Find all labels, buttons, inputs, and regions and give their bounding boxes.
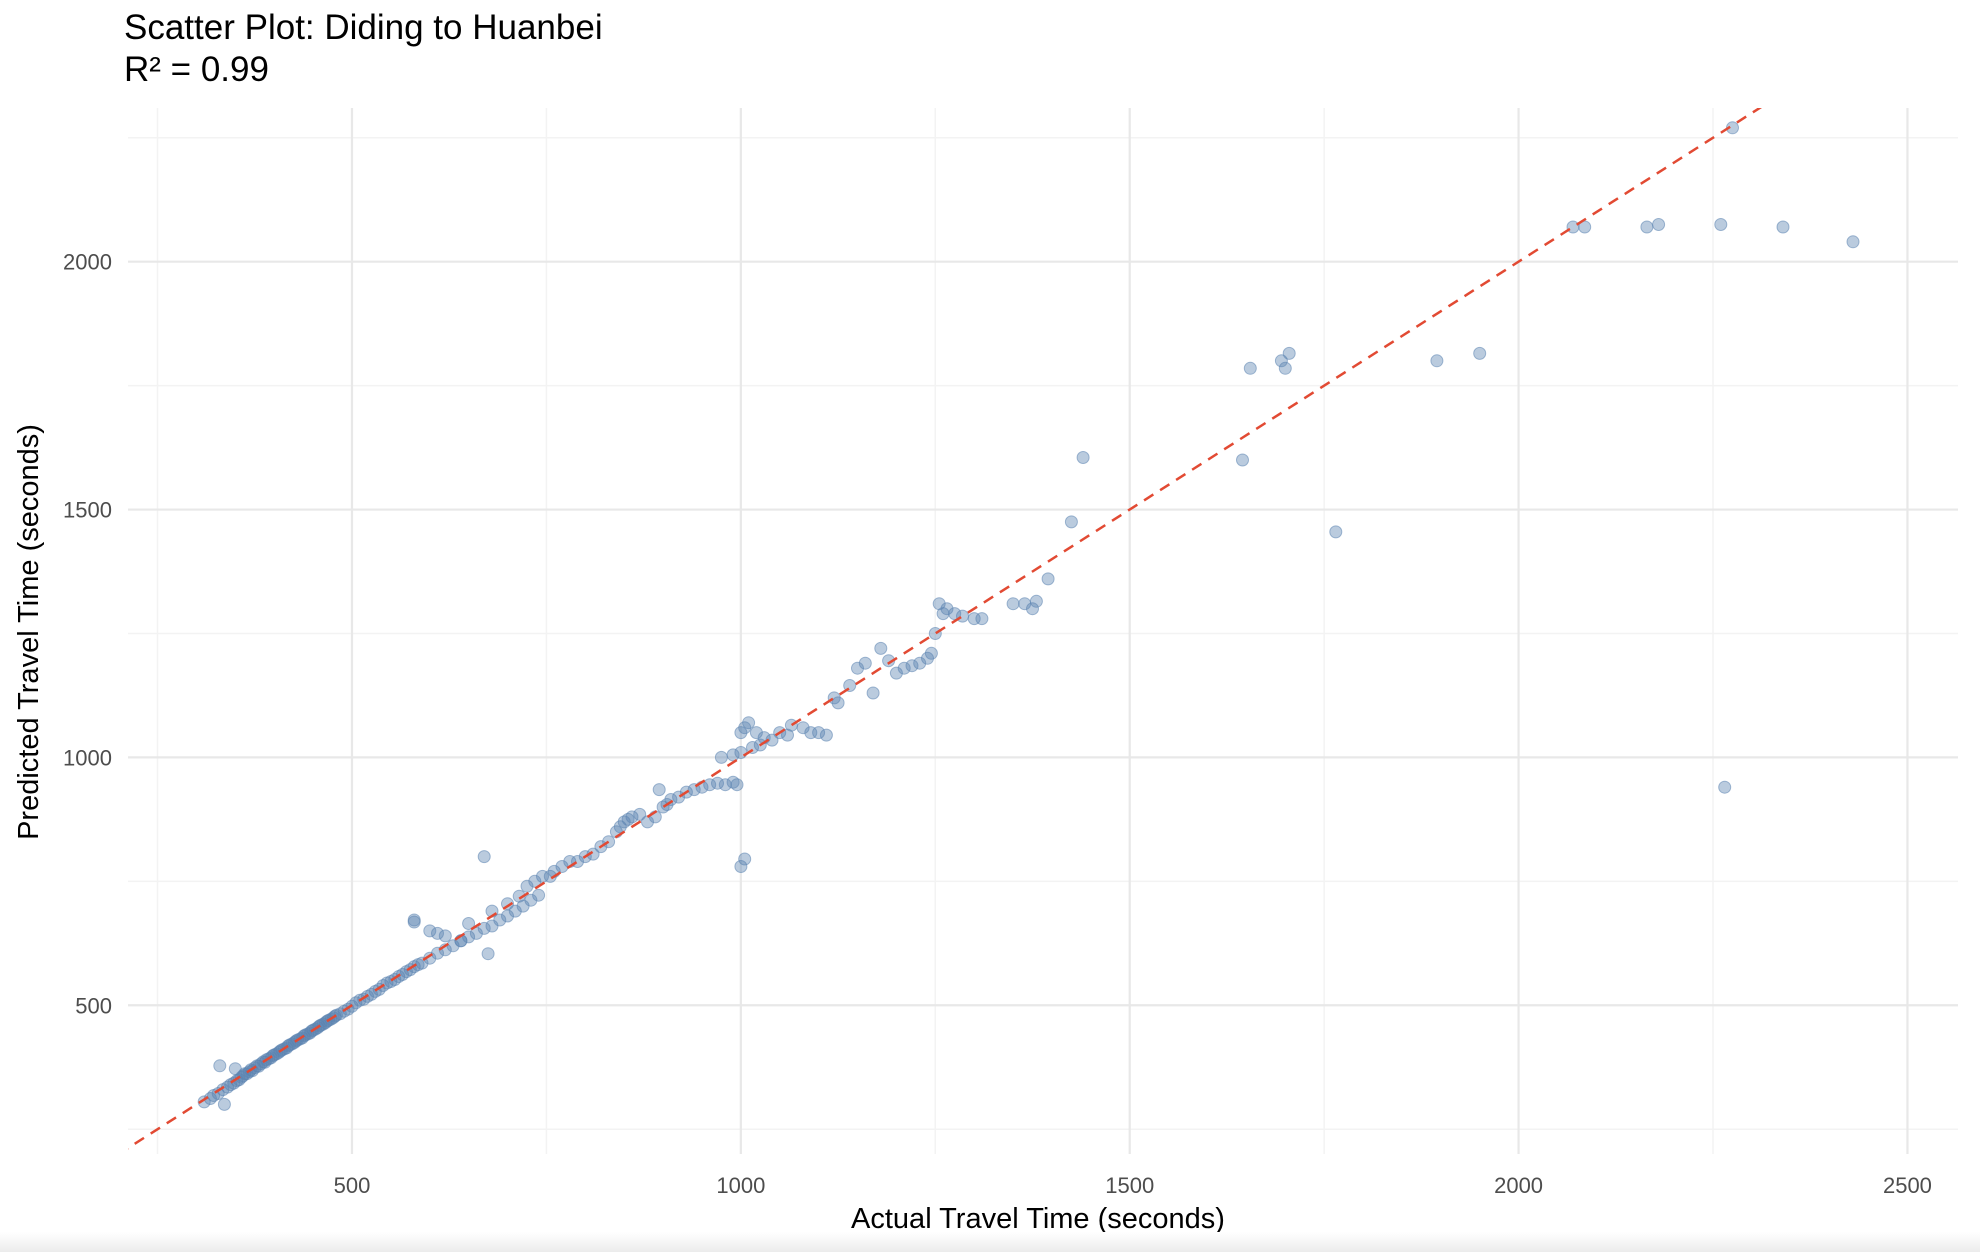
data-point (812, 726, 826, 740)
data-point (431, 926, 444, 940)
data-point (866, 686, 880, 700)
data-point (1278, 361, 1292, 375)
data-point (462, 917, 476, 930)
data-point (975, 612, 989, 626)
data-point (1652, 218, 1666, 231)
x-axis-label: Actual Travel Time (seconds) (851, 1203, 1225, 1235)
data-point (217, 1097, 231, 1111)
data-point (1236, 453, 1249, 467)
data-point (948, 607, 962, 621)
data-point (1776, 220, 1790, 234)
data-point (508, 904, 522, 918)
y-tick-label: 1000 (63, 745, 112, 770)
data-point (462, 930, 476, 944)
data-point (602, 835, 616, 849)
data-point (874, 641, 888, 655)
data-point (738, 852, 752, 866)
data-point (956, 609, 969, 623)
data-point (1026, 602, 1039, 616)
data-point (407, 913, 421, 927)
data-point (1274, 354, 1288, 368)
data-point (1064, 515, 1078, 529)
data-point (796, 721, 810, 735)
data-point (423, 924, 437, 938)
window-bottom-edge (0, 1232, 1980, 1252)
data-point (1029, 594, 1043, 608)
data-point (481, 947, 495, 961)
data-point (1640, 220, 1654, 234)
data-point (1076, 451, 1090, 464)
chart-subtitle: R² = 0.99 (124, 50, 269, 89)
data-point (633, 807, 647, 821)
data-point (851, 661, 864, 675)
data-point (1006, 597, 1020, 611)
data-point (1714, 218, 1728, 231)
data-point (749, 726, 763, 740)
data-point (1846, 235, 1860, 249)
data-point (438, 929, 452, 943)
major-gridlines (128, 108, 1958, 1154)
data-point (734, 746, 748, 759)
data-point (784, 718, 798, 732)
identity-reference-line (128, 108, 1763, 1150)
data-point (940, 602, 954, 616)
data-point (924, 646, 938, 660)
data-point (1282, 346, 1296, 360)
data-point (1718, 780, 1732, 794)
data-point (889, 666, 903, 680)
data-point (819, 728, 833, 742)
y-tick-label: 2000 (63, 250, 112, 275)
x-tick-label: 1500 (1105, 1173, 1154, 1198)
y-tick-label: 500 (75, 993, 112, 1018)
data-point (714, 750, 728, 764)
data-point (652, 783, 666, 797)
data-point (742, 716, 756, 730)
data-point (493, 913, 507, 927)
data-point (477, 921, 491, 935)
chart-title: Scatter Plot: Diding to Huanbei (124, 8, 603, 47)
data-point (928, 627, 942, 640)
data-point (524, 893, 538, 907)
data-point (1566, 220, 1580, 234)
data-point (734, 860, 748, 873)
data-point (477, 850, 491, 864)
data-point (730, 778, 744, 792)
x-tick-label: 1000 (716, 1173, 765, 1198)
y-axis-tick-labels: 500 1000 1500 2000 (63, 250, 112, 1019)
data-point (532, 888, 546, 902)
data-point (1473, 346, 1487, 360)
data-point (913, 656, 927, 670)
data-point (703, 778, 717, 792)
data-point (897, 661, 911, 675)
data-points (197, 121, 1860, 1111)
x-axis-tick-labels: 500 1000 1500 2000 2500 (334, 1173, 1932, 1198)
x-tick-label: 2000 (1494, 1173, 1543, 1198)
data-point (1243, 361, 1257, 375)
data-point (213, 1059, 227, 1073)
x-tick-label: 500 (334, 1173, 371, 1198)
data-point (858, 656, 872, 670)
data-point (905, 659, 919, 673)
data-point (831, 696, 845, 710)
data-point (711, 776, 724, 790)
data-point (1329, 525, 1343, 539)
data-point (1430, 354, 1444, 368)
minor-gridlines (128, 108, 1958, 1154)
y-axis-label: Predicted Travel Time (seconds) (13, 424, 45, 840)
data-point (625, 810, 639, 824)
x-tick-label: 2500 (1883, 1173, 1932, 1198)
data-point (1041, 572, 1055, 586)
y-tick-label: 1500 (63, 498, 112, 523)
